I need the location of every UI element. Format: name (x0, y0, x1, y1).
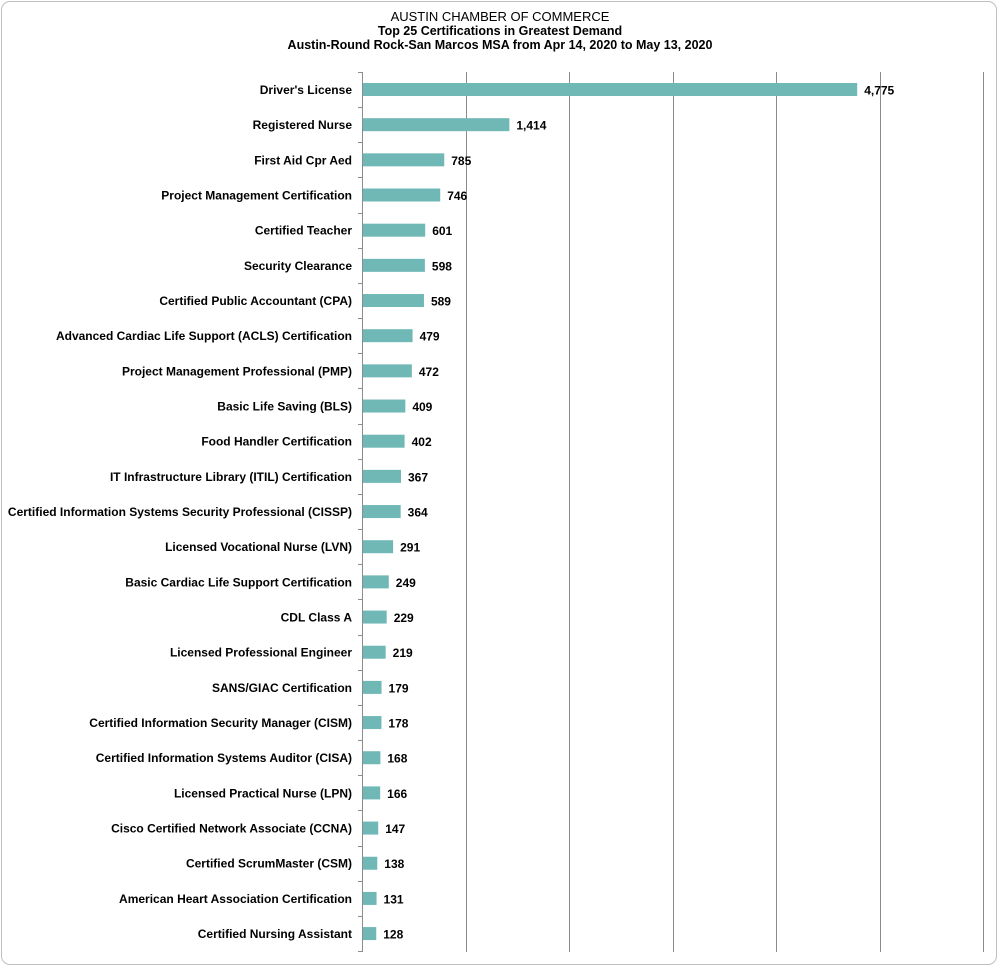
bar (363, 469, 401, 483)
category-label: Security Clearance (244, 259, 352, 273)
data-label: 785 (451, 154, 471, 168)
category-label: Certified Information Systems Security P… (8, 505, 352, 519)
data-label: 179 (389, 681, 409, 695)
chart-subtitle-secondary: Austin-Round Rock-San Marcos MSA from Ap… (287, 38, 713, 52)
category-label: American Heart Association Certification (119, 892, 352, 906)
bar (363, 821, 379, 835)
data-label: 601 (432, 224, 452, 238)
data-label: 178 (388, 717, 408, 731)
bar (363, 786, 381, 800)
category-label: Cisco Certified Network Associate (CCNA) (111, 822, 352, 836)
bar (363, 399, 406, 413)
data-label: 291 (400, 541, 420, 555)
data-label: 746 (447, 189, 467, 203)
data-label: 219 (393, 646, 413, 660)
data-label: 166 (387, 787, 407, 801)
bar (363, 575, 389, 589)
bar (363, 891, 377, 905)
category-label: First Aid Cpr Aed (254, 153, 352, 167)
data-label: 598 (432, 259, 452, 273)
category-label: Certified Information Security Manager (… (89, 716, 352, 730)
bar (363, 188, 441, 202)
bar (363, 118, 510, 132)
category-label: Basic Cardiac Life Support Certification (125, 575, 352, 589)
category-label: Certified Public Accountant (CPA) (159, 294, 352, 308)
bar (363, 294, 424, 308)
data-label: 128 (383, 928, 403, 942)
bar (363, 716, 382, 730)
category-label: Certified Nursing Assistant (198, 927, 352, 941)
data-label: 1,414 (516, 119, 546, 133)
category-label: Food Handler Certification (201, 435, 352, 449)
bar (363, 610, 387, 624)
bar (363, 83, 858, 96)
category-label: Registered Nurse (253, 118, 353, 132)
category-label: Project Management Certification (161, 189, 352, 203)
data-label: 589 (431, 295, 451, 309)
category-label: SANS/GIAC Certification (212, 681, 352, 695)
data-label: 472 (419, 365, 439, 379)
data-label: 479 (420, 330, 440, 344)
category-label: Certified Information Systems Auditor (C… (96, 751, 352, 765)
bar (363, 927, 377, 941)
bar (363, 364, 412, 378)
data-label: 131 (384, 892, 404, 906)
category-label: Licensed Vocational Nurse (LVN) (165, 540, 352, 554)
category-label: Licensed Professional Engineer (170, 646, 352, 660)
bar (363, 680, 382, 694)
category-label: IT Infrastructure Library (ITIL) Certifi… (110, 470, 352, 484)
bar (363, 434, 405, 448)
category-label: Driver's License (260, 83, 353, 97)
category-label: Basic Life Saving (BLS) (217, 400, 352, 414)
bar (363, 540, 394, 554)
category-label: Certified ScrumMaster (CSM) (186, 857, 352, 871)
bar (363, 153, 445, 167)
bar (363, 645, 386, 659)
chart-title: AUSTIN CHAMBER OF COMMERCE (390, 9, 610, 24)
category-label: Advanced Cardiac Life Support (ACLS) Cer… (56, 329, 352, 343)
bar (363, 856, 378, 870)
data-label: 4,775 (864, 84, 894, 98)
bar (363, 751, 381, 765)
data-label: 367 (408, 470, 428, 484)
bar (363, 329, 413, 343)
category-label: Certified Teacher (255, 224, 352, 238)
bar (363, 223, 426, 237)
data-label: 364 (408, 506, 428, 520)
data-label: 409 (412, 400, 432, 414)
bar (363, 505, 401, 519)
category-label: Licensed Practical Nurse (LPN) (174, 786, 352, 800)
chart-titles: AUSTIN CHAMBER OF COMMERCE Top 25 Certif… (0, 9, 1000, 53)
data-label: 249 (396, 576, 416, 590)
bar (363, 258, 425, 272)
data-label: 147 (385, 822, 405, 836)
data-label: 138 (384, 857, 404, 871)
data-label: 229 (394, 611, 414, 625)
chart-subtitle: Top 25 Certifications in Greatest Demand (377, 24, 623, 38)
data-label: 168 (387, 752, 407, 766)
data-label: 402 (412, 435, 432, 449)
category-label: Project Management Professional (PMP) (122, 364, 352, 378)
category-label: CDL Class A (281, 611, 353, 625)
